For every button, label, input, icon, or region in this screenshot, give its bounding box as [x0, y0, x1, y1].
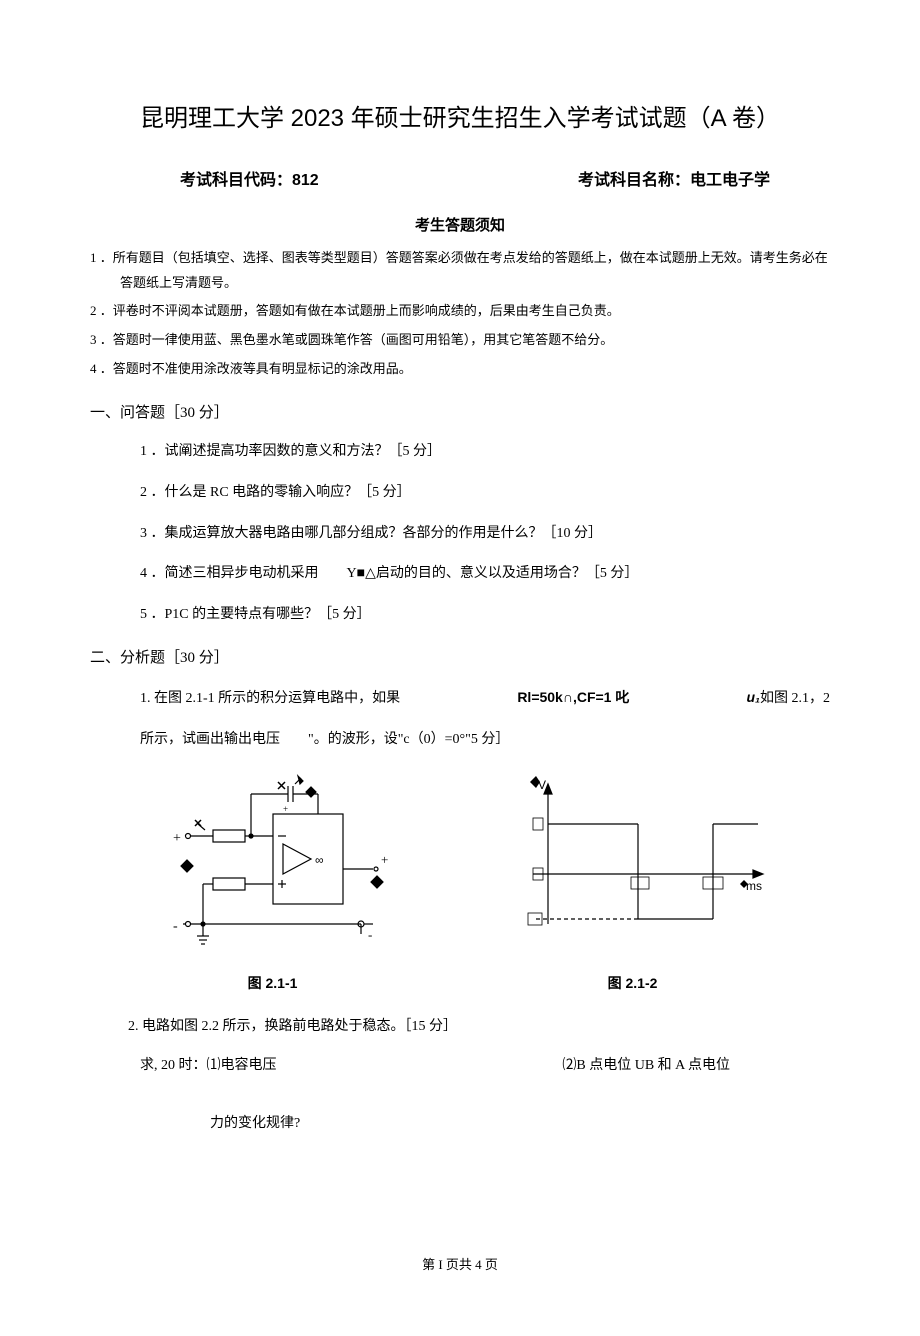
svg-text:+: +	[283, 804, 288, 814]
question-1-5: 5 ．P1C 的主要特点有哪些？［5 分］	[140, 602, 830, 629]
instructions-title: 考生答题须知	[90, 214, 830, 238]
waveform-diagram: V ms	[488, 774, 778, 964]
svg-text:+: +	[173, 831, 181, 846]
instruction-item: 1 ．所有题目（包括填空、选择、图表等类型题目）答题答案必须做在考点发给的答题纸…	[90, 246, 830, 295]
exam-code: 考试科目代码：812	[180, 168, 319, 194]
q2-1-text-c: u₁u₁如图 2.1，2如图 2.1，2	[747, 684, 830, 713]
page-title: 昆明理工大学 2023 年硕士研究生招生入学考试试题（A 卷）	[90, 100, 830, 138]
instruction-item: 3 ．答题时一律使用蓝、黑色墨水笔或圆珠笔作答（画图可用铅笔），用其它笔答题不给…	[90, 328, 830, 353]
circuit-diagram: ∞ + -	[143, 774, 403, 964]
svg-text:V: V	[538, 778, 546, 792]
q2-1-params: Rl=50k∩,CF=1 叱	[517, 684, 629, 711]
svg-text:-: -	[368, 927, 372, 942]
figures-row: ∞ + -	[130, 774, 790, 994]
exam-subject: 考试科目名称：电工电子学	[578, 168, 770, 194]
q2-2-sub-c: 力的变化规律?	[210, 1113, 510, 1135]
figure-2-1-2: V ms 图 2.1-2	[488, 774, 778, 994]
instructions-list: 1 ．所有题目（包括填空、选择、图表等类型题目）答题答案必须做在考点发给的答题纸…	[90, 246, 830, 381]
question-2-1-line1: 1. 在图 2.1-1 所示的积分运算电路中，如果 Rl=50k∩,CF=1 叱…	[140, 684, 830, 713]
question-2-2: 2. 电路如图 2.2 所示，换路前电路处于稳态。［15 分］	[128, 1014, 830, 1041]
question-1-4: 4 ．简述三相异步电动机采用 Y■△启动的目的、意义以及适用场合？［5 分］	[140, 561, 830, 588]
q2-2-sub-b: ⑵B 点电位 UB 和 A 点电位	[562, 1055, 730, 1077]
page-footer: 第 I 页共 4 页	[90, 1255, 830, 1276]
exam-header: 考试科目代码：812 考试科目名称：电工电子学	[180, 168, 770, 194]
q2-2-sub-a: 求, 20 时：⑴电容电压	[140, 1055, 277, 1077]
question-1-1: 1 ．试阐述提高功率因数的意义和方法？［5 分］	[140, 439, 830, 466]
svg-text:ms: ms	[746, 879, 762, 893]
figure-2-1-2-caption: 图 2.1-2	[608, 972, 658, 994]
q2-1-text-a: 1. 在图 2.1-1 所示的积分运算电路中，如果	[140, 686, 400, 713]
figure-2-1-1: ∞ + -	[143, 774, 403, 994]
instruction-item: 4 ．答题时不准使用涂改液等具有明显标记的涂改用品。	[90, 357, 830, 382]
instruction-item: 2 ．评卷时不评阅本试题册，答题如有做在本试题册上而影响成绩的，后果由考生自己负…	[90, 299, 830, 324]
question-2-1-line2: 所示，试画出输出电压 "。的波形，设"c（0）=0°"5 分］	[140, 727, 830, 754]
figure-2-1-1-caption: 图 2.1-1	[248, 972, 298, 994]
question-2-2-subs: 求, 20 时：⑴电容电压 ⑵B 点电位 UB 和 A 点电位	[140, 1055, 730, 1077]
svg-text:+: +	[381, 852, 388, 867]
svg-text:-: -	[173, 919, 178, 934]
svg-text:∞: ∞	[315, 853, 324, 867]
question-1-2: 2 ．什么是 RC 电路的零输入响应？［5 分］	[140, 480, 830, 507]
section-1-title: 一、问答题［30 分］	[90, 401, 830, 425]
section-2-title: 二、分析题［30 分］	[90, 646, 830, 670]
question-1-3: 3 ．集成运算放大器电路由哪几部分组成？各部分的作用是什么？［10 分］	[140, 521, 830, 548]
